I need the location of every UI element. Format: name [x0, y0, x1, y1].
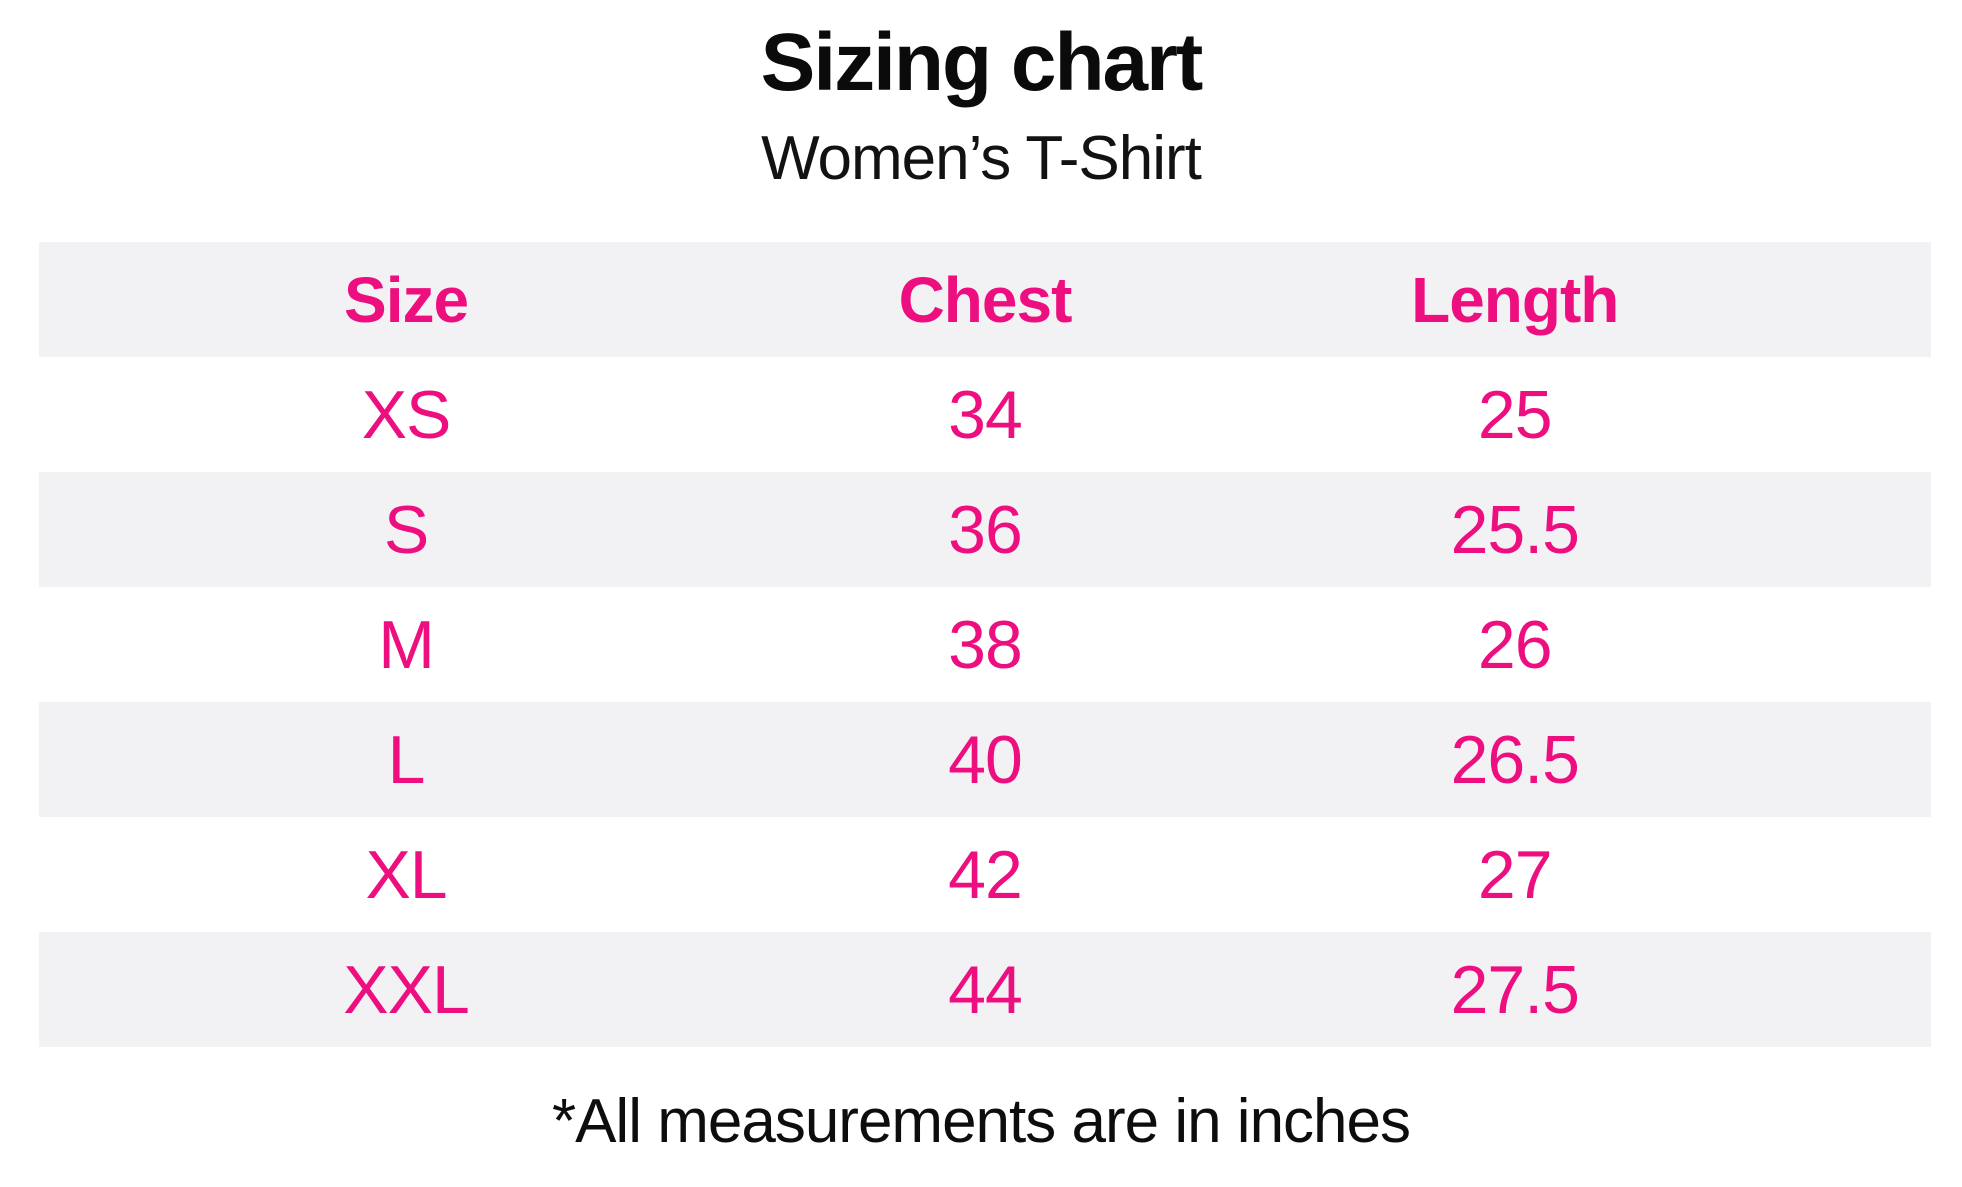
table-row-s: S 36 25.5	[39, 472, 1931, 587]
size-cell: M	[378, 606, 435, 683]
spacer-cell	[1833, 357, 1931, 472]
table-row-xl: XL 42 27	[39, 817, 1931, 932]
chest-cell: 38	[948, 606, 1023, 683]
table-row-xxl: XXL 44 27.5	[39, 932, 1931, 1047]
spacer-cell	[1833, 817, 1931, 932]
spacer-cell	[1833, 472, 1931, 587]
page-subtitle: Women’s T-Shirt	[761, 124, 1202, 193]
length-cell: 25	[1477, 376, 1553, 453]
chest-cell: 34	[948, 376, 1023, 453]
length-cell: 27	[1477, 836, 1553, 913]
sizing-table: Size Chest Length XS 34 25 S 36 25.5 M 3…	[39, 242, 1931, 1047]
measurement-note: *All measurements are in inches	[551, 1087, 1411, 1156]
spacer-cell	[1833, 702, 1931, 817]
length-cell: 26	[1477, 606, 1553, 683]
size-cell: L	[387, 721, 426, 798]
length-cell: 27.5	[1450, 951, 1580, 1028]
spacer-cell	[1833, 242, 1931, 357]
chest-cell: 44	[948, 951, 1023, 1028]
size-cell: XXL	[343, 951, 470, 1028]
spacer-cell	[1833, 587, 1931, 702]
column-header-length: Length	[1411, 263, 1619, 336]
column-header-size: Size	[344, 263, 469, 336]
chest-cell: 40	[948, 721, 1023, 798]
table-row-l: L 40 26.5	[39, 702, 1931, 817]
spacer-cell	[1833, 932, 1931, 1047]
size-cell: S	[383, 491, 429, 568]
size-cell: XL	[365, 836, 447, 913]
table-row-m: M 38 26	[39, 587, 1931, 702]
size-cell: XS	[361, 376, 452, 453]
page-title: Sizing chart	[760, 17, 1204, 108]
header-row: Size Chest Length	[39, 242, 1931, 357]
chest-cell: 36	[948, 491, 1023, 568]
column-header-chest: Chest	[898, 263, 1073, 336]
length-cell: 25.5	[1450, 491, 1580, 568]
length-cell: 26.5	[1450, 721, 1580, 798]
table-row-xs: XS 34 25	[39, 357, 1931, 472]
chest-cell: 42	[948, 836, 1023, 913]
